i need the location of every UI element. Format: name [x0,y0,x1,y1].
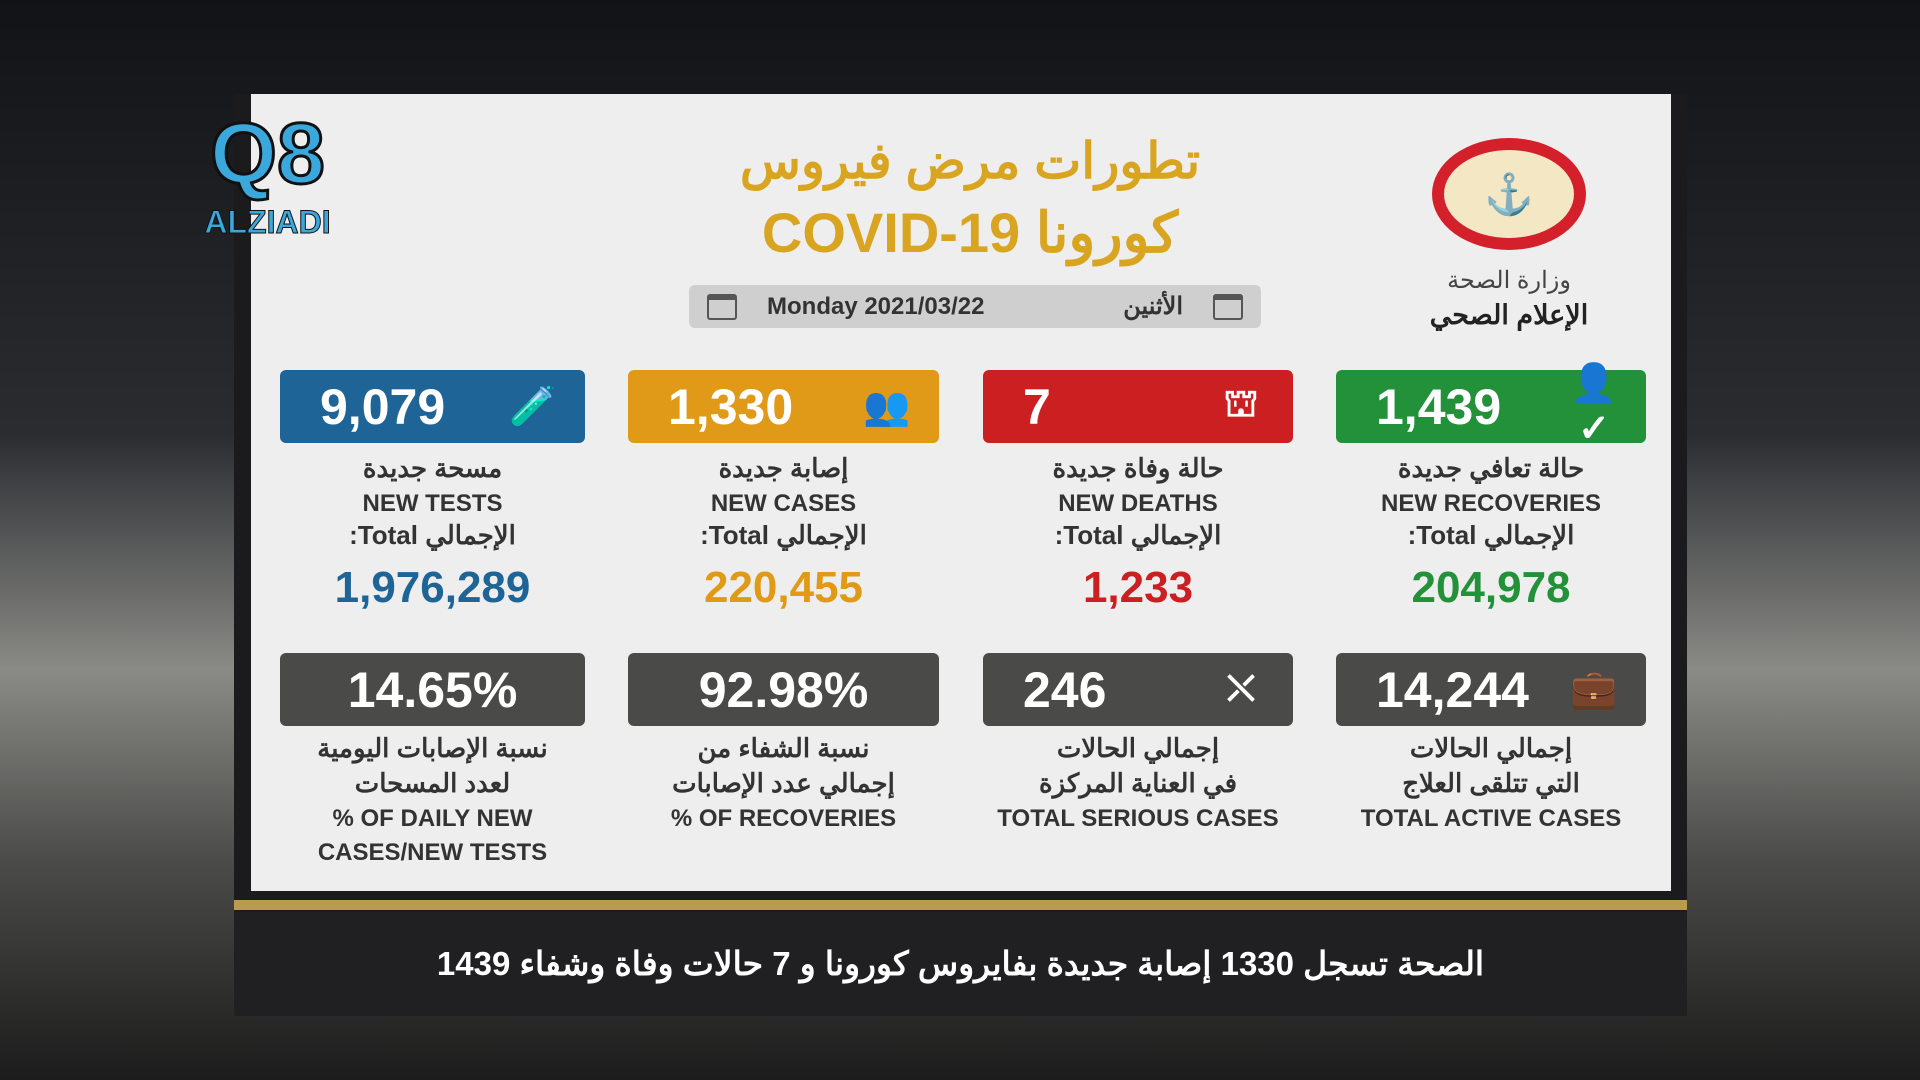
summary-label-ar2: في العناية المركزة [1038,768,1238,798]
stat-label-en: NEW RECOVERIES [1380,490,1602,517]
ministry-dept: الإعلام الصحي [1429,300,1589,330]
date-pill: Monday 2021/03/22 الأثنين [689,285,1261,328]
stat-value: 7 [1023,378,1051,435]
summary-label-en1: TOTAL ACTIVE CASES [1360,805,1622,832]
summary-label-ar1: إجمالي الحالات [1056,733,1220,763]
summary-label-ar2: التي تتلقى العلاج [1402,768,1580,798]
news-ticker: الصحة تسجل 1330 إصابة جديدة بفايروس كورو… [234,912,1687,1016]
summary-label-ar1: إجمالي الحالات [1409,733,1573,763]
grave-icon: ⛫ [1223,382,1259,425]
stat-total: 204,978 [1411,563,1571,612]
stat-box-1: 1,330 👥 [628,370,939,443]
stat-box-0: 9,079 🧪 [280,370,585,443]
test-tube-icon: 🧪 [509,385,557,428]
summary-label-ar2: إجمالي عدد الإصابات [672,768,895,798]
stat-label-ar: إصابة جديدة [718,453,849,483]
stat-value: 9,079 [320,378,446,435]
logo-mark: Q8 [209,105,327,204]
stat-total: 1,976,289 [334,563,531,612]
date-en: Monday 2021/03/22 [767,292,985,320]
infographic-panel [251,94,1671,891]
stat-total-label: الإجمالي Total: [700,520,867,550]
summary-label-en2: CASES/NEW TESTS [317,839,548,866]
stat-box-3: 1,439 👤✓ [1336,363,1646,450]
summary-label-ar1: نسبة الشفاء من [697,733,870,763]
hospital-bed-icon: ⛌ [1226,668,1256,710]
calendar-icon [1213,293,1243,320]
stat-label-en: NEW CASES [710,490,857,517]
stat-label-ar: حالة تعافي جديدة [1397,453,1585,483]
summary-label-en1: % OF DAILY NEW [332,805,533,832]
summary-box-1: 92.98% [628,653,939,726]
title-line-1: تطورات مرض فيروس [739,133,1201,189]
summary-box-2: 246 ⛌ [983,653,1293,726]
stat-label-ar: حالة وفاة جديدة [1052,453,1224,483]
ministry-name: وزارة الصحة [1447,267,1571,294]
calendar-icon [707,293,737,320]
gold-divider [234,900,1687,910]
stat-label-ar: مسحة جديدة [362,453,503,483]
summary-value: 246 [1023,661,1107,718]
summary-label-ar2: لعدد المسحات [354,768,511,798]
summary-value: 14,244 [1376,661,1529,718]
medical-case-icon: 💼 [1570,668,1618,711]
stat-total-label: الإجمالي Total: [349,520,516,550]
date-ar: الأثنين [1123,293,1183,320]
ministry-logo: ⚓ [1432,138,1586,250]
logo-text: ALZIADI [204,204,331,241]
stat-value: 1,330 [668,378,794,435]
summary-value: 14.65% [347,661,518,718]
summary-label-ar1: نسبة الإصابات اليومية [317,733,548,763]
stat-total: 1,233 [1082,563,1194,612]
title-line-2: كورونا COVID-19 [761,201,1179,264]
q8-alziadi-logo: Q8 ALZIADI [190,104,345,254]
summary-label-en1: % OF RECOVERIES [670,805,897,832]
summary-box-0: 14.65% [280,653,585,726]
stat-total-label: الإجمالي Total: [1054,520,1222,550]
summary-box-3: 14,244 💼 [1336,653,1646,726]
stat-total-label: الإجمالي Total: [1407,520,1575,550]
stat-total: 220,455 [703,563,864,612]
people-virus-icon: 👥 [863,385,911,428]
stat-box-2: 7 ⛫ [983,370,1293,443]
summary-value: 92.98% [698,661,869,718]
stat-value: 1,439 [1376,378,1502,435]
stat-label-en: NEW DEATHS [1058,490,1218,517]
summary-label-en1: TOTAL SERIOUS CASES [997,805,1279,832]
user-check-icon: 👤✓ [1570,363,1618,450]
stat-label-en: NEW TESTS [362,490,503,517]
